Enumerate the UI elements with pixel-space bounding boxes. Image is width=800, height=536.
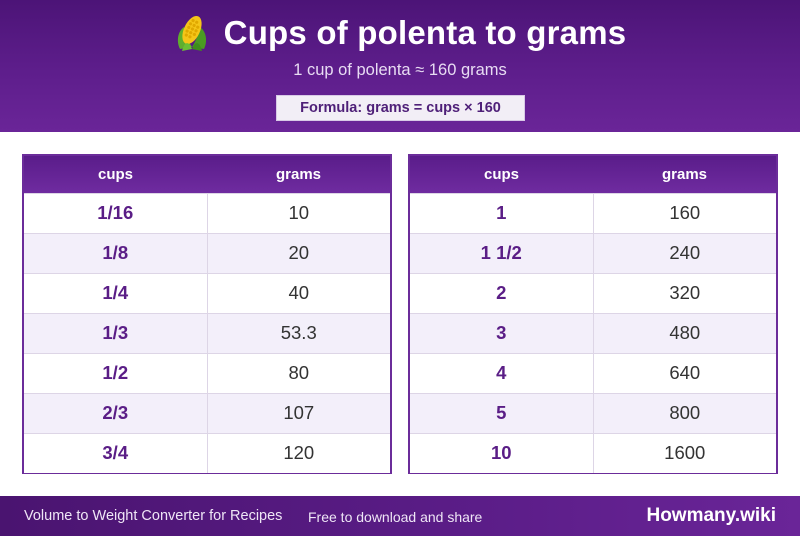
cups-cell: 1/4 bbox=[24, 272, 208, 313]
cups-cell: 2 bbox=[410, 272, 594, 313]
table-row: 1/3 53.3 bbox=[24, 312, 390, 353]
subtitle: 1 cup of polenta ≈ 160 grams bbox=[293, 61, 507, 79]
grams-cell: 800 bbox=[593, 392, 776, 433]
footer-tagline: Volume to Weight Converter for Recipes bbox=[24, 508, 283, 524]
grams-cell: 120 bbox=[207, 432, 390, 473]
grams-cell: 20 bbox=[207, 232, 390, 273]
grams-cell: 1600 bbox=[593, 432, 776, 473]
table-row: 5 800 bbox=[410, 392, 776, 433]
grams-cell: 40 bbox=[207, 272, 390, 313]
table-header-row: cups grams bbox=[24, 156, 390, 193]
table-row: 2/3 107 bbox=[24, 392, 390, 433]
cups-cell: 2/3 bbox=[24, 392, 208, 433]
table-row: 3 480 bbox=[410, 312, 776, 353]
column-header-grams: grams bbox=[661, 165, 708, 183]
table-row: 1 160 bbox=[410, 192, 776, 233]
grams-cell: 53.3 bbox=[207, 312, 390, 353]
table-row: 1/16 10 bbox=[24, 192, 390, 233]
table-row: 2 320 bbox=[410, 272, 776, 313]
footer-share-note: Free to download and share bbox=[308, 509, 483, 525]
cups-cell: 1/3 bbox=[24, 312, 208, 353]
grams-cell: 10 bbox=[207, 192, 390, 233]
grams-cell: 80 bbox=[207, 352, 390, 393]
table-row: 3/4 120 bbox=[24, 432, 390, 473]
footer-bar: Volume to Weight Converter for Recipes F… bbox=[0, 496, 800, 536]
title-row: Cups of polenta to grams bbox=[0, 13, 800, 53]
column-header-cups: cups bbox=[483, 165, 519, 183]
cups-cell: 1/16 bbox=[24, 192, 208, 233]
table-row: 10 1600 bbox=[410, 432, 776, 473]
conversion-table-left: cups grams 1/16 10 1/8 20 1/4 40 1/3 53.3 1/… bbox=[22, 154, 392, 474]
cups-cell: 3/4 bbox=[24, 432, 208, 473]
cups-cell: 5 bbox=[410, 392, 594, 433]
cups-cell: 1/2 bbox=[24, 352, 208, 393]
cups-cell: 1 bbox=[410, 192, 594, 233]
table-row: 1 1/2 240 bbox=[410, 232, 776, 273]
cups-cell: 1 1/2 bbox=[410, 232, 594, 273]
grams-cell: 107 bbox=[207, 392, 390, 433]
column-header-cups: cups bbox=[97, 165, 133, 183]
brand-link[interactable]: Howmany.wiki bbox=[646, 505, 776, 526]
table-header-row: cups grams bbox=[410, 156, 776, 193]
cups-cell: 4 bbox=[410, 352, 594, 393]
table-row: 1/4 40 bbox=[24, 272, 390, 313]
header-banner: Cups of polenta to grams 1 cup of polent… bbox=[0, 0, 800, 132]
cups-cell: 3 bbox=[410, 312, 594, 353]
cups-cell: 1/8 bbox=[24, 232, 208, 273]
table-row: 1/2 80 bbox=[24, 352, 390, 393]
conversion-table-right: cups grams 1 160 1 1/2 240 2 320 3 480 4 640 … bbox=[408, 154, 778, 474]
corn-icon bbox=[174, 13, 210, 53]
grams-cell: 160 bbox=[593, 192, 776, 233]
table-row: 4 640 bbox=[410, 352, 776, 393]
formula-badge: Formula: grams = cups × 160 bbox=[276, 95, 525, 121]
cups-cell: 10 bbox=[410, 432, 594, 473]
grams-cell: 640 bbox=[593, 352, 776, 393]
grams-cell: 240 bbox=[593, 232, 776, 273]
grams-cell: 480 bbox=[593, 312, 776, 353]
page-title: Cups of polenta to grams bbox=[223, 14, 627, 51]
column-header-grams: grams bbox=[275, 165, 322, 183]
grams-cell: 320 bbox=[593, 272, 776, 313]
table-row: 1/8 20 bbox=[24, 232, 390, 273]
